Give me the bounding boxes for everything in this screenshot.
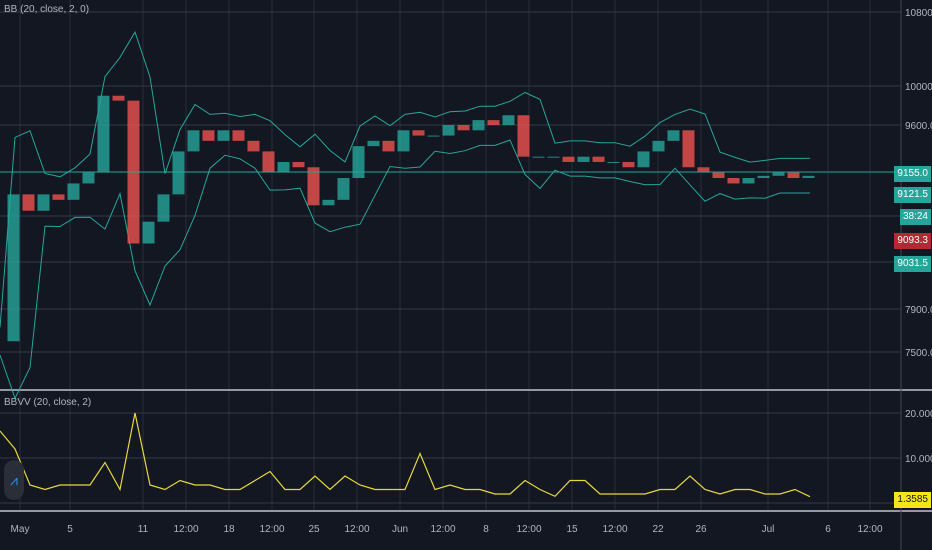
x-tick-label: 12:00 [173,524,198,535]
price-tick-label: 10000.0 [905,82,932,93]
bbvv-tick-label: 10.0000 [905,454,932,465]
x-tick-label: 5 [67,524,73,535]
bb-indicator-title[interactable]: BB (20, close, 2, 0) [4,4,90,15]
price-candle [382,140,395,152]
bb-lower-band [0,139,810,400]
price-candle [637,151,650,168]
x-tick-label: 11 [138,524,149,535]
x-tick-label: 22 [652,524,664,535]
x-tick-label: 12:00 [857,524,882,535]
price-candle [472,120,485,131]
price-candle [397,130,410,152]
price-tick-label: 10800.0 [905,8,932,19]
x-tick-label: 15 [566,524,578,535]
price-candle [7,194,20,342]
price-candle [607,161,620,163]
x-tick-label: 12:00 [602,524,627,535]
price-candle [502,115,515,125]
price-candle [307,167,320,206]
price-tick-label: 9600.0 [905,121,932,132]
price-candle [772,172,785,176]
price-candle [112,95,125,101]
price-candle [172,151,185,195]
price-candle [67,183,80,200]
price-tag: 9031.5 [894,256,931,272]
price-candle [532,156,545,158]
bbvv-tick-label: 20.0000 [905,409,932,420]
price-candle [712,172,725,179]
price-candle [802,175,815,179]
price-candle [142,221,155,244]
x-tick-label: 12:00 [259,524,284,535]
price-candle [787,172,800,179]
price-candle [82,172,95,184]
price-candle [337,178,350,200]
price-candle [742,178,755,184]
price-candle [187,130,200,152]
price-candle [547,156,560,158]
price-candle [97,95,110,173]
price-candle [412,130,425,136]
price-candle [562,156,575,162]
tradingview-logo-icon[interactable]: ⩘ [4,460,24,500]
price-candle [322,199,335,206]
price-candle [52,194,65,200]
price-candle [487,120,500,125]
price-candle [727,178,740,184]
x-tick-label: 12:00 [344,524,369,535]
price-candle [667,130,680,141]
price-candle [652,140,665,152]
price-candle [262,151,275,173]
price-candle [592,156,605,162]
bb-upper-band [0,30,810,328]
bbvv-indicator-title[interactable]: BBVV (20, close, 2) [4,397,92,408]
x-tick-label: 8 [483,524,489,535]
x-tick-label: May [11,524,30,535]
price-candle [37,194,50,211]
price-candle [367,140,380,147]
price-tag: 38:24 [899,209,931,225]
x-tick-label: 6 [825,524,831,535]
price-candle [622,161,635,168]
price-candle [157,194,170,222]
price-candle [247,140,260,152]
price-candle [277,161,290,173]
price-candle [232,130,245,141]
x-tick-label: 26 [695,524,707,535]
bbvv-line [0,412,811,498]
price-candle [457,125,470,131]
bbvv-last-value-tag: 1.3585 [894,492,931,508]
price-tick-label: 7900.0 [905,305,932,316]
price-candle [517,115,530,157]
price-candle [352,146,365,179]
x-tick-label: Jun [392,524,408,535]
x-tick-label: 18 [223,524,235,535]
price-candle [682,130,695,168]
price-candle [757,175,770,179]
price-candle [202,130,215,141]
price-tick-label: 7500.0 [905,348,932,359]
x-tick-label: Jul [762,524,775,535]
price-tag: 9155.0 [894,166,931,182]
price-candle [697,167,710,173]
price-candle [442,125,455,136]
x-tick-label: 12:00 [430,524,455,535]
price-candle [577,156,590,162]
price-tag: 9121.5 [894,187,931,203]
price-candle [427,135,440,137]
price-candle [217,130,230,141]
price-candle [22,194,35,211]
x-tick-label: 25 [308,524,320,535]
price-tag: 9093.3 [894,233,931,249]
price-candle [292,161,305,168]
x-tick-label: 12:00 [516,524,541,535]
